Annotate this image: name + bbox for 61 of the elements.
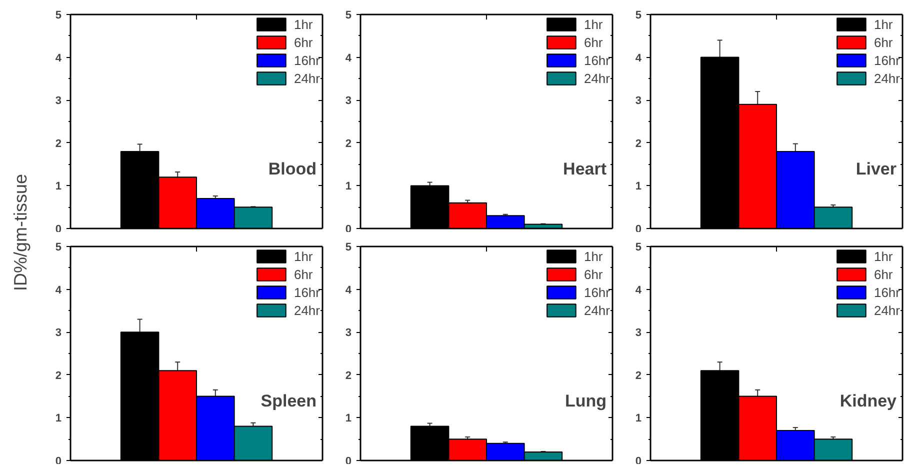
legend-label: 1hr [874,16,894,32]
y-tick-label: 2 [345,138,352,150]
y-tick-label: 1 [345,412,352,425]
annotation: Blood [268,160,317,178]
legend-label: 24hr [294,302,320,318]
legend-label: 24hr [874,70,900,86]
legend-label: 16hr [294,52,320,68]
y-tick-label: 5 [55,10,62,22]
legend-label: 24hr [584,70,610,86]
y-tick-label: 1 [55,180,62,193]
y-tick-label: 5 [345,242,352,254]
y-tick-label: 5 [635,242,642,254]
y-tick-label: 3 [345,95,352,108]
y-tick-label: 5 [345,10,352,22]
y-tick-label: 3 [55,95,62,108]
legend-label: 24hr [584,302,610,318]
annotation: Spleen [260,392,317,410]
y-tick-label: 4 [635,52,642,64]
y-tick-label: 3 [55,327,62,340]
legend-label: 16hr [874,52,900,68]
y-tick-label: 4 [55,284,62,296]
y-tick-label: 2 [55,370,62,382]
y-tick-label: 1 [345,180,352,193]
y-tick-label: 1 [635,412,642,425]
y-tick-label: 1 [635,180,642,193]
legend-label: 1hr [294,16,314,32]
y-tick-label: 2 [55,138,62,150]
y-tick-label: 2 [345,370,352,382]
legend-label: 16hr [874,284,900,300]
y-tick-label: 3 [635,95,642,108]
y-tick-label: 1 [55,412,62,425]
y-tick-label: 5 [635,10,642,22]
legend-label: 6hr [294,34,314,50]
legend-label: 1hr [584,248,604,264]
legend-label: 24hr [874,302,900,318]
legend-label: 6hr [874,266,894,282]
legend-label: 1hr [294,248,314,264]
y-tick-label: 5 [55,242,62,254]
legend-label: 1hr [584,16,604,32]
y-tick-label: 4 [635,284,642,296]
annotation: Kidney [840,392,898,410]
legend-label: 6hr [584,266,604,282]
annotation: Lung [564,392,607,410]
annotation: Heart [563,160,607,178]
legend-label: 6hr [874,34,894,50]
legend-label: 6hr [294,266,314,282]
legend-label: 16hr [584,52,610,68]
legend-label: 6hr [584,34,604,50]
legend-label: 16hr [584,284,610,300]
y-tick-label: 2 [635,138,642,150]
y-tick-label: 2 [635,370,642,382]
y-tick-label: 3 [345,327,352,340]
y-tick-label: 4 [345,284,352,296]
legend-label: 24hr [294,70,320,86]
y-tick-label: 4 [345,52,352,64]
legend-label: 1hr [874,248,894,264]
annotation: Liver [856,160,897,178]
legend-label: 16hr [294,284,320,300]
y-tick-label: 4 [55,52,62,64]
y-axis-title: ID%/gm-tissue [10,174,30,292]
y-tick-label: 3 [635,327,642,340]
